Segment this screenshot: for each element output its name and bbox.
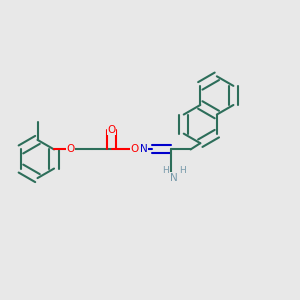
Text: N: N xyxy=(170,173,178,183)
Text: O: O xyxy=(130,144,139,154)
Text: O: O xyxy=(107,125,116,135)
Text: H: H xyxy=(179,167,186,176)
Text: O: O xyxy=(67,144,75,154)
Text: H: H xyxy=(162,167,169,176)
Text: N: N xyxy=(140,144,148,154)
